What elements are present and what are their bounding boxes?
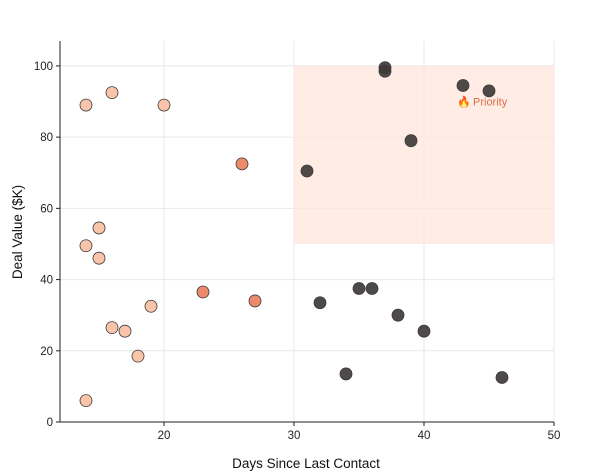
y-tick-label: 20 — [40, 346, 53, 358]
scatter-point — [495, 371, 509, 384]
priority-annotation-label: Priority — [473, 97, 508, 109]
scatter-point — [79, 239, 93, 253]
scatter-point — [157, 98, 171, 112]
y-tick-label: 100 — [34, 61, 53, 73]
scatter-point — [300, 164, 314, 178]
scatter-point — [391, 308, 405, 322]
scatter-point — [118, 324, 132, 338]
tick-labels: 20 30 40 50 0 20 40 60 80 100 — [34, 61, 561, 442]
scatter-point — [456, 79, 470, 92]
scatter-point — [365, 282, 379, 295]
x-tick-label: 20 — [158, 430, 171, 442]
scatter-point — [339, 367, 353, 381]
x-tick-label: 40 — [418, 430, 431, 442]
data-points — [79, 61, 509, 408]
x-axis-title: Days Since Last Contact — [232, 456, 380, 471]
fire-icon: 🔥 — [457, 96, 471, 109]
scatter-point — [105, 86, 119, 100]
scatter-point — [378, 64, 392, 78]
x-tick-label: 30 — [288, 430, 301, 442]
axes — [56, 41, 555, 426]
scatter-point — [105, 321, 119, 335]
y-tick-label: 60 — [40, 203, 53, 215]
scatter-point — [131, 349, 145, 363]
y-tick-label: 40 — [40, 275, 53, 287]
scatter-point — [417, 324, 431, 338]
scatter-point — [92, 251, 106, 265]
scatter-point — [196, 285, 210, 299]
scatter-point — [404, 134, 418, 148]
y-tick-label: 80 — [40, 132, 53, 144]
scatter-point — [313, 296, 327, 310]
scatter-point — [79, 98, 93, 112]
scatter-point — [482, 84, 496, 98]
priority-region — [294, 65, 554, 244]
y-tick-label: 0 — [47, 417, 53, 429]
annotations: 🔥 Priority — [457, 96, 508, 109]
scatter-point — [248, 294, 262, 308]
scatter-point — [92, 221, 106, 235]
x-tick-label: 50 — [548, 430, 561, 442]
scatter-point — [144, 299, 158, 313]
scatter-point — [79, 394, 93, 408]
priority-highlight-rect — [294, 65, 554, 244]
scatter-point — [352, 282, 366, 295]
y-axis-title: Deal Value ($K) — [10, 185, 25, 279]
scatter-point — [235, 157, 249, 171]
